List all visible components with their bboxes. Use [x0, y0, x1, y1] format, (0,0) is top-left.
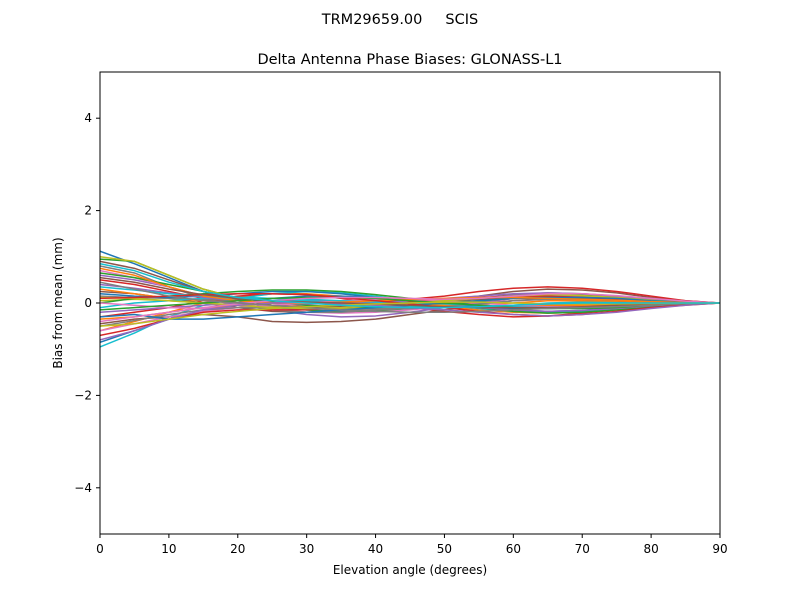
x-tick-label: 0 — [96, 542, 104, 556]
y-axis-ticks: −4 −2 0 2 4 — [74, 111, 100, 495]
x-tick-label: 60 — [506, 542, 521, 556]
series-line-24 — [100, 295, 720, 337]
series-line-40 — [100, 262, 720, 309]
series-line-38 — [100, 281, 720, 313]
x-axis-label: Elevation angle (degrees) — [333, 563, 487, 577]
series-line-37 — [100, 293, 720, 323]
series-line-32 — [100, 267, 720, 304]
x-axis-ticks: 0 10 20 30 40 50 60 70 80 90 — [96, 534, 728, 556]
x-tick-label: 30 — [299, 542, 314, 556]
y-tick-label: 2 — [84, 204, 92, 218]
axes-title: Delta Antenna Phase Biases: GLONASS-L1 — [257, 52, 562, 68]
series-line-33 — [100, 296, 720, 311]
y-axis-label: Bias from mean (mm) — [51, 237, 65, 368]
x-tick-label: 80 — [643, 542, 658, 556]
series-line-36 — [100, 276, 720, 309]
series-line-20 — [100, 296, 720, 309]
x-tick-label: 20 — [230, 542, 245, 556]
x-tick-label: 70 — [575, 542, 590, 556]
y-tick-label: −2 — [74, 388, 92, 402]
x-tick-label: 50 — [437, 542, 452, 556]
y-tick-label: 4 — [84, 111, 92, 125]
x-tick-label: 90 — [712, 542, 727, 556]
y-tick-label: 0 — [84, 296, 92, 310]
series-layer — [100, 250, 720, 348]
series-line-39 — [100, 301, 720, 327]
y-tick-label: −4 — [74, 481, 92, 495]
x-tick-label: 40 — [368, 542, 383, 556]
figure-suptitle: TRM29659.00 SCIS — [321, 12, 478, 28]
x-tick-label: 10 — [161, 542, 176, 556]
